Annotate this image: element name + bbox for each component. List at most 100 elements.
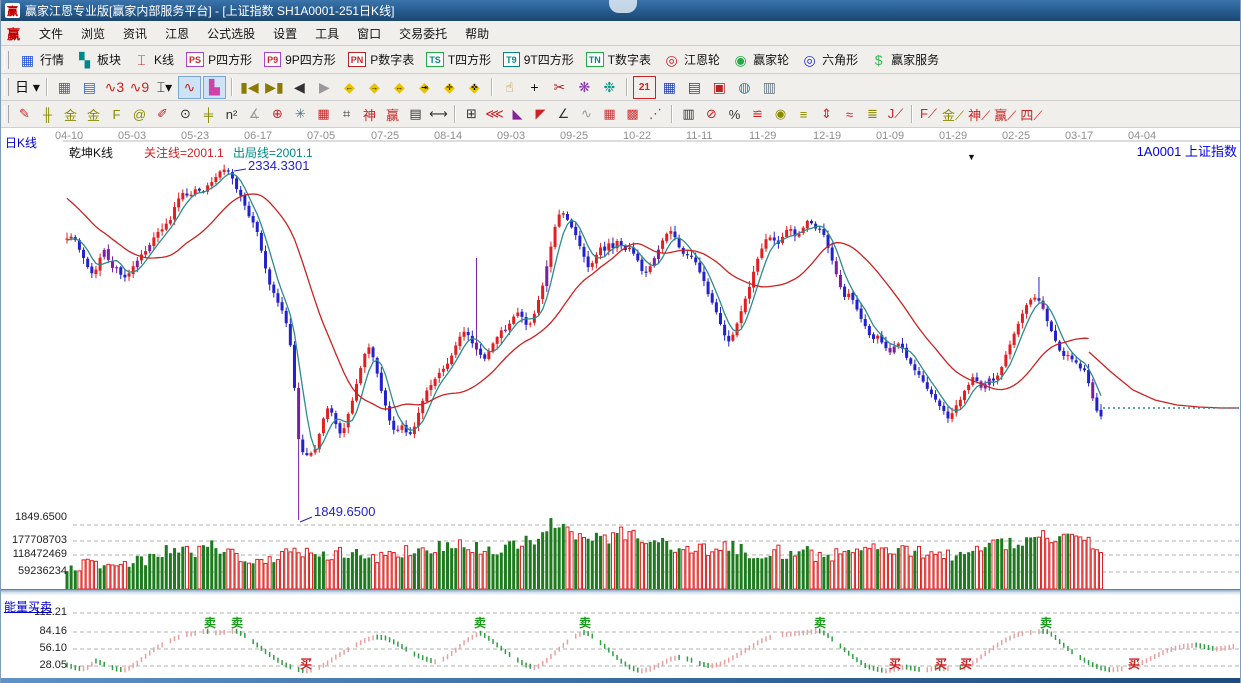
gann-wheel-icon-button[interactable]: ◎ 江恩轮 xyxy=(657,48,726,71)
last-page-icon[interactable]: ▶▮ xyxy=(265,78,284,95)
pane-splitter[interactable] xyxy=(1,589,1240,595)
menu-item-资讯[interactable]: 资讯 xyxy=(123,26,148,41)
p-number-icon-button[interactable]: PN P数字表 xyxy=(342,48,421,71)
hexagon-icon-button[interactable]: ◎ 六角形 xyxy=(795,48,864,71)
prev-bar-icon[interactable]: ◀ xyxy=(294,78,305,95)
expand-all-icon[interactable]: ◆ ✜ xyxy=(469,78,480,95)
chart-canvas[interactable] xyxy=(1,128,1241,683)
menu-item-文件[interactable]: 文件 xyxy=(39,26,64,41)
notes-icon[interactable]: ▤ xyxy=(687,78,702,95)
gann-flower-icon[interactable]: ❋ xyxy=(578,78,591,95)
volume-profile-icon[interactable]: ▙ xyxy=(202,75,226,99)
compress-all-icon[interactable]: ◆ ✛ xyxy=(444,78,455,95)
menu-item-帮助[interactable]: 帮助 xyxy=(465,26,490,41)
pane-layout-icon[interactable]: ▦ xyxy=(57,78,72,95)
data-update-icon[interactable]: ◍ xyxy=(738,78,751,95)
gold-lines-icon[interactable]: ≡ xyxy=(799,106,808,122)
crosshair-icon[interactable]: + xyxy=(530,79,539,95)
wave-peak-icon[interactable]: ≈ xyxy=(845,106,854,122)
gold-grid2-icon[interactable]: 金 xyxy=(86,107,100,123)
parallel-lines-icon[interactable]: ⋰ xyxy=(649,106,662,121)
system-pc-icon[interactable]: ▥ xyxy=(762,78,777,95)
quote-grid-icon-button[interactable]: ▦ 行情 xyxy=(13,48,70,71)
angle-ruler-icon[interactable]: ∡ xyxy=(248,106,261,121)
wave-line-icon[interactable]: ∿ xyxy=(581,106,592,121)
gold-angle-icon[interactable]: 金⟋ xyxy=(942,107,965,123)
ratio-bars-icon[interactable]: ▥ xyxy=(682,106,695,121)
grid-dense-icon[interactable]: ▦ xyxy=(603,106,616,121)
shift-left-icon[interactable]: ◆ ← xyxy=(344,78,355,95)
cut-tool-icon[interactable]: ✂ xyxy=(553,78,566,95)
j-angle-icon[interactable]: J⟋ xyxy=(887,106,904,121)
star-web-icon[interactable]: ✳ xyxy=(295,106,306,121)
first-page-icon[interactable]: ▮◀ xyxy=(240,78,259,95)
f-grid-icon[interactable]: F xyxy=(112,106,121,122)
next-bar-icon[interactable]: ▶ xyxy=(319,78,330,95)
drag-hand-icon[interactable]: ☝ xyxy=(505,78,514,95)
info-doc-icon[interactable]: ▤ xyxy=(82,78,97,95)
winner-wheel-icon-button[interactable]: ◉ 赢家轮 xyxy=(726,48,795,71)
fan-mixed-icon[interactable]: ◤ xyxy=(535,106,546,121)
gold-grid-icon[interactable]: 金 xyxy=(63,107,77,123)
fan-purple-icon[interactable]: ◣ xyxy=(512,106,523,121)
shen-angle-icon[interactable]: 神⟋ xyxy=(968,107,991,123)
t9-square-icon-button[interactable]: T9 9T四方形 xyxy=(497,48,580,71)
zoom-in-h-icon[interactable]: ◆ ⇥ xyxy=(419,78,430,95)
percent-icon[interactable]: % xyxy=(728,106,741,122)
menu-item-窗口[interactable]: 窗口 xyxy=(357,26,382,41)
target-red-icon[interactable]: ⊕ xyxy=(272,106,283,121)
t-square-icon-button[interactable]: TS T四方形 xyxy=(420,48,497,71)
calculator-icon[interactable]: ▦ xyxy=(662,78,677,95)
gann-pencil-icon[interactable]: ✎ xyxy=(19,106,30,121)
ying-angle-icon[interactable]: 赢⟋ xyxy=(994,107,1017,123)
shen-grid-icon[interactable]: 神 xyxy=(362,107,376,123)
count-marks-icon[interactable]: ⌗ xyxy=(342,106,351,121)
percent-slash-icon[interactable]: ⊘ xyxy=(706,106,717,121)
grid-dense2-icon[interactable]: ▩ xyxy=(626,106,639,121)
menu-item-交易委托[interactable]: 交易委托 xyxy=(399,26,448,41)
chart-area[interactable]: 日K线 04-10 05-03 05-23 06-17 07-05 07-25 08-14 0… xyxy=(1,128,1241,683)
menu-item-浏览[interactable]: 浏览 xyxy=(81,26,106,41)
percent-line-icon[interactable]: ≌ xyxy=(752,106,763,121)
menu-item-工具[interactable]: 工具 xyxy=(315,26,340,41)
n2-icon[interactable]: n² xyxy=(225,106,238,122)
t-number-icon-button[interactable]: TN T数字表 xyxy=(580,48,657,71)
zoom-out-h-icon[interactable]: ◆ ↔ xyxy=(394,78,405,95)
compass-pencil-icon[interactable]: ✐ xyxy=(157,106,168,121)
neural-net-icon[interactable]: ❉ xyxy=(603,78,616,95)
period-day-dropdown[interactable]: 日 ▾ xyxy=(15,79,40,95)
p9-square-icon-button[interactable]: P9 9P四方形 xyxy=(258,48,342,71)
grid-ruler-icon[interactable]: ╪ xyxy=(203,106,214,122)
shift-right-icon[interactable]: ◆ → xyxy=(369,78,380,95)
box-tool-icon[interactable]: ⊞ xyxy=(466,106,477,121)
grid-web-icon[interactable]: ▦ xyxy=(317,106,330,121)
p-square-icon-button[interactable]: PS P四方形 xyxy=(180,48,258,71)
pane-label-daily-kline[interactable]: 日K线 xyxy=(5,136,38,150)
save-icon[interactable]: ▣ xyxy=(712,78,727,95)
candle-type-dropdown[interactable]: ⌶▾ xyxy=(156,78,173,95)
cycle-circle-icon[interactable]: ⊙ xyxy=(180,106,191,121)
sector-blocks-icon-button[interactable]: ▚ 板块 xyxy=(70,48,127,71)
wave3-icon[interactable]: ∿3 xyxy=(104,78,125,95)
fan-red-icon[interactable]: ⋘ xyxy=(485,106,504,121)
span-arrow-icon[interactable]: ⟷ xyxy=(429,106,448,121)
menu-item-设置[interactable]: 设置 xyxy=(273,26,298,41)
indicator-pane-label[interactable]: 能量买卖 xyxy=(4,600,53,614)
spiral-icon[interactable]: @ xyxy=(132,106,147,122)
fractal-chart-icon[interactable]: ∿ xyxy=(177,75,201,99)
gold-lines2-icon[interactable]: ≣ xyxy=(867,106,878,121)
gann-grid-icon[interactable]: ╫ xyxy=(42,106,53,122)
winner-service-icon-button[interactable]: $ 赢家服务 xyxy=(864,48,945,71)
gold-circle-icon[interactable]: ◉ xyxy=(774,106,787,121)
wave9-icon[interactable]: ∿9 xyxy=(129,78,150,95)
f-angle-icon[interactable]: F⟋ xyxy=(919,106,938,121)
menu-item-公式选股[interactable]: 公式选股 xyxy=(207,26,256,41)
ying-grid-icon[interactable]: 赢 xyxy=(385,107,399,123)
si-angle-icon[interactable]: 四⟋ xyxy=(1020,107,1043,123)
trend-line-icon[interactable]: ∠ xyxy=(557,106,570,121)
menu-item-江恩[interactable]: 江恩 xyxy=(165,26,190,41)
kline-candle-icon-button[interactable]: ⌶ K线 xyxy=(127,48,180,71)
calendar-icon[interactable]: 21 xyxy=(632,75,656,99)
price-pencil-icon[interactable]: ⇕ xyxy=(821,106,832,121)
number-panel-icon[interactable]: ▤ xyxy=(409,106,422,121)
